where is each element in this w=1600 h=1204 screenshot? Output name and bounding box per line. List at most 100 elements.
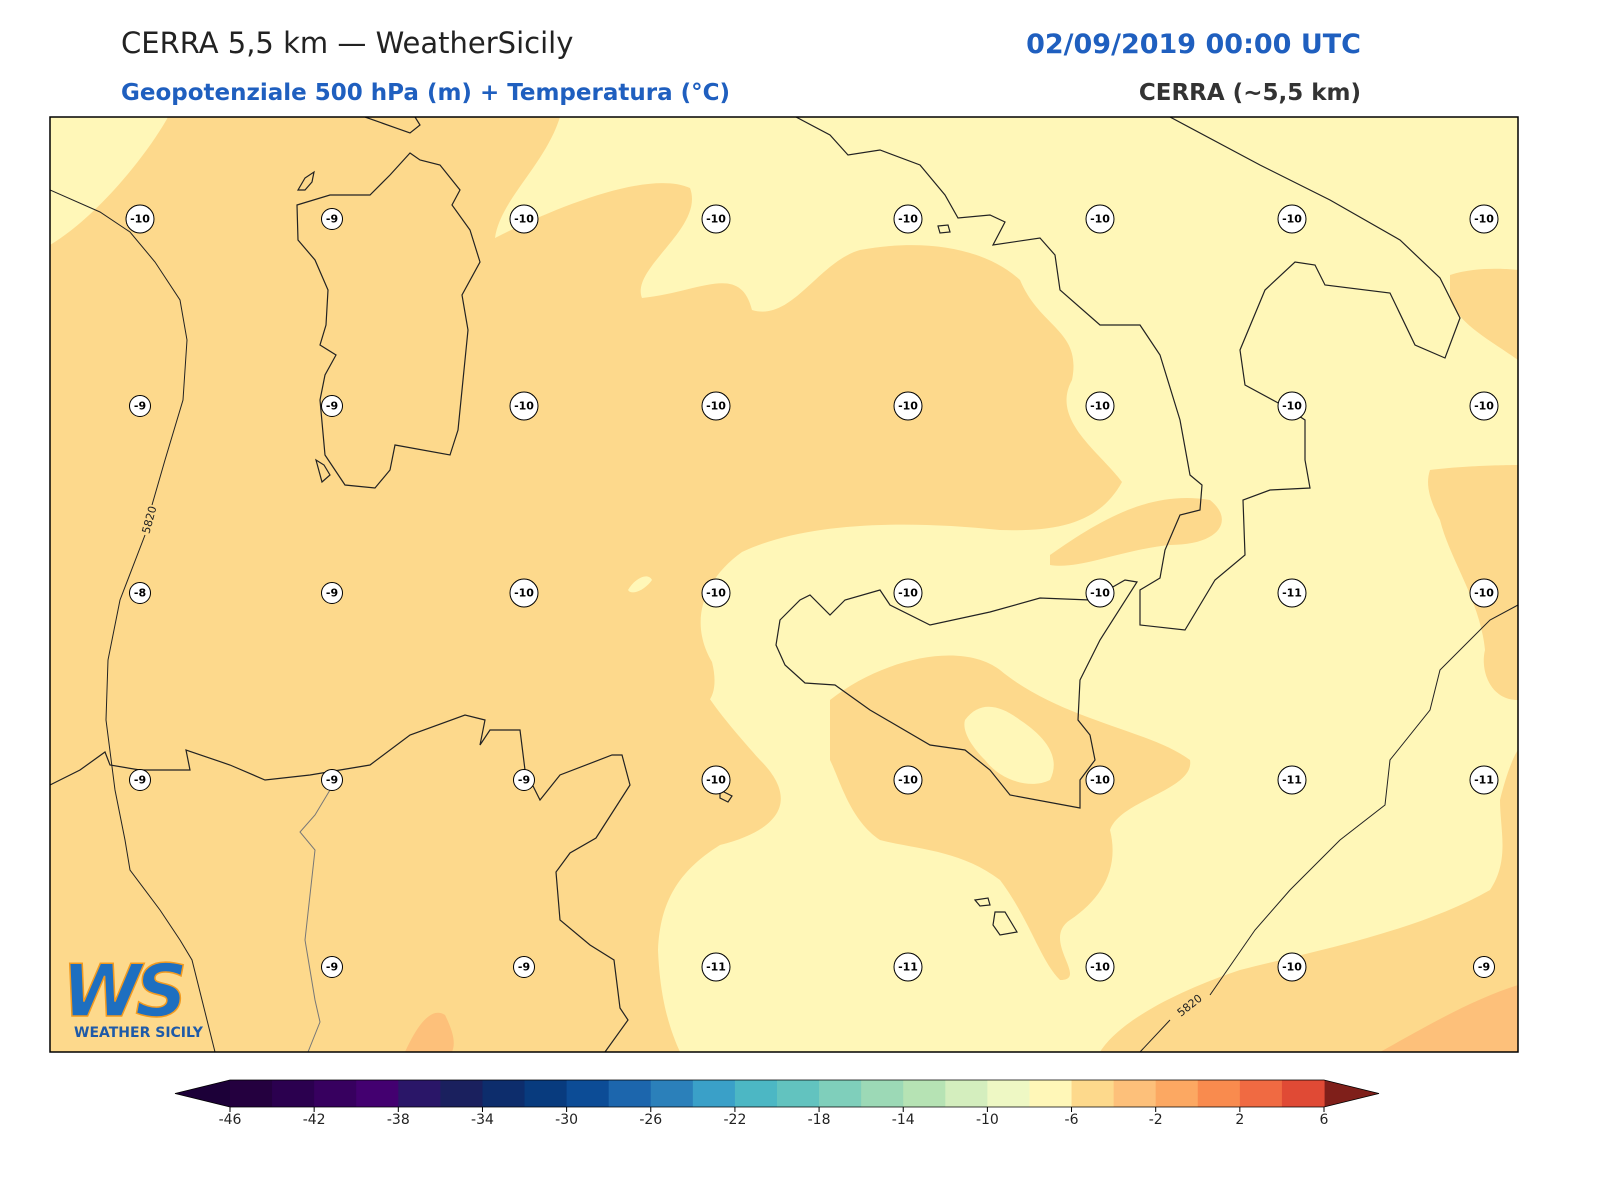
grid-marker: [513, 769, 535, 791]
grid-marker: [321, 208, 343, 230]
colorbar-segment: [1155, 1080, 1199, 1107]
colorbar-segment: [314, 1080, 357, 1107]
grid-marker: [509, 391, 539, 421]
colorbar-tick-label: -6: [1065, 1112, 1079, 1128]
temperature-label: -10: [514, 213, 534, 226]
temperature-label: -10: [1474, 587, 1494, 600]
temperature-label: -10: [898, 213, 918, 226]
colorbar-tick-label: -18: [808, 1112, 831, 1128]
colorbar-segment: [356, 1080, 399, 1107]
colorbar-tick-label: -42: [303, 1112, 326, 1128]
coastline: [364, 117, 421, 134]
temperature-field: [830, 655, 1191, 980]
temperature-label: -8: [134, 587, 146, 600]
colorbar-tick-label: -22: [723, 1112, 746, 1128]
grid-marker: [701, 204, 731, 234]
colorbar: -46 -42 -38 -34 -30 -26 -22 -18 -14 -10 -6 -2 2 6: [174, 1079, 1380, 1128]
map: 5820 5820 -10 -9 -10 -10 -10 -10 -10 -10-9 -9 -10…: [49, 116, 1519, 1053]
colorbar-segment: [524, 1080, 568, 1107]
temperature-label: -9: [326, 587, 338, 600]
temperature-label: -10: [706, 587, 726, 600]
grid-marker: [701, 765, 731, 795]
coastline: [296, 152, 481, 489]
temperature-label: -10: [1474, 400, 1494, 413]
grid-marker: [1085, 204, 1115, 234]
colorbar-tick-label: -2: [1149, 1112, 1163, 1128]
geopotential-contour: [1139, 604, 1518, 1052]
temperature-grid: -10 -9 -10 -10 -10 -10 -10 -10 -9 -9 -10 -10 -10 -10 -…: [125, 204, 1499, 982]
colorbar-segment: [903, 1080, 946, 1107]
grid-marker: [701, 578, 731, 608]
temperature-label: -9: [326, 400, 338, 413]
model: CERRA (~5,5 km): [1139, 80, 1361, 106]
grid-marker: [893, 204, 923, 234]
temperature-field: [1100, 750, 1518, 1052]
grid-marker: [1469, 765, 1499, 795]
temperature-label: -10: [1090, 400, 1110, 413]
grid-marker: [125, 204, 155, 234]
colorbar-tick-label: -10: [976, 1112, 999, 1128]
colorbar-segment: [398, 1080, 441, 1107]
grid-marker: [321, 956, 343, 978]
coastline: [50, 714, 631, 1052]
grid-marker: [129, 769, 151, 791]
colorbar-segment: [650, 1080, 694, 1107]
grid-marker: [1277, 391, 1307, 421]
coastline: [775, 579, 1138, 809]
colorbar-segment: [566, 1080, 610, 1107]
temperature-label: -9: [134, 774, 146, 787]
temperature-field: [50, 117, 1122, 1052]
colorbar-segment: [987, 1080, 1031, 1107]
temperature-label: -10: [514, 400, 534, 413]
colorbar-segment: [819, 1080, 862, 1107]
grid-marker: [1085, 765, 1115, 795]
temperature-label: -9: [1478, 961, 1490, 974]
colorbar-extension: [1324, 1080, 1379, 1107]
grid-marker: [1277, 578, 1307, 608]
grid-marker: [893, 578, 923, 608]
geopotential-contour: [50, 189, 216, 1052]
grid-marker: [893, 391, 923, 421]
grid-marker: [509, 578, 539, 608]
colorbar-segment: [861, 1080, 904, 1107]
temperature-label: -9: [326, 961, 338, 974]
grid-marker: [1469, 578, 1499, 608]
colorbar-segment: [608, 1080, 652, 1107]
colorbar-tick-label: -26: [639, 1112, 662, 1128]
title: CERRA 5,5 km — WeatherSicily: [121, 26, 573, 60]
grid-marker: [321, 395, 343, 417]
grid-marker: [1085, 391, 1115, 421]
colorbar-segment: [734, 1080, 778, 1107]
temperature-label: -9: [134, 400, 146, 413]
temperature-label: -10: [1090, 774, 1110, 787]
temperature-label: -11: [1282, 774, 1302, 787]
temperature-label: -11: [1282, 587, 1302, 600]
temperature-label: -11: [706, 961, 726, 974]
colorbar-tick-label: -46: [219, 1112, 242, 1128]
colorbar-segment: [1281, 1080, 1325, 1107]
logo: WS WEATHER SICILY: [61, 948, 204, 1041]
logo-mark: WS: [62, 949, 183, 1033]
grid-marker: [1469, 391, 1499, 421]
colorbar-segment: [945, 1080, 988, 1107]
colorbar-extension: [175, 1080, 230, 1107]
temperature-label: -10: [1090, 213, 1110, 226]
coastline: [795, 117, 1461, 631]
colorbar-segment: [1239, 1080, 1283, 1107]
colorbar-segment: [1113, 1080, 1157, 1107]
grid-marker: [1277, 765, 1307, 795]
colorbar-tick-label: 6: [1320, 1112, 1329, 1128]
coastline: [296, 170, 331, 484]
temperature-label: -10: [1282, 213, 1302, 226]
temperature-field: [964, 706, 1054, 784]
border: [299, 789, 331, 1052]
grid-marker: [509, 204, 539, 234]
colorbar-tick-label: 2: [1235, 1112, 1244, 1128]
colorbar-segment: [1071, 1080, 1115, 1107]
grid-marker: [129, 582, 151, 604]
temperature-label: -10: [706, 213, 726, 226]
temperature-label: -10: [1282, 961, 1302, 974]
coastline: [719, 224, 1018, 936]
grid-marker: [893, 765, 923, 795]
